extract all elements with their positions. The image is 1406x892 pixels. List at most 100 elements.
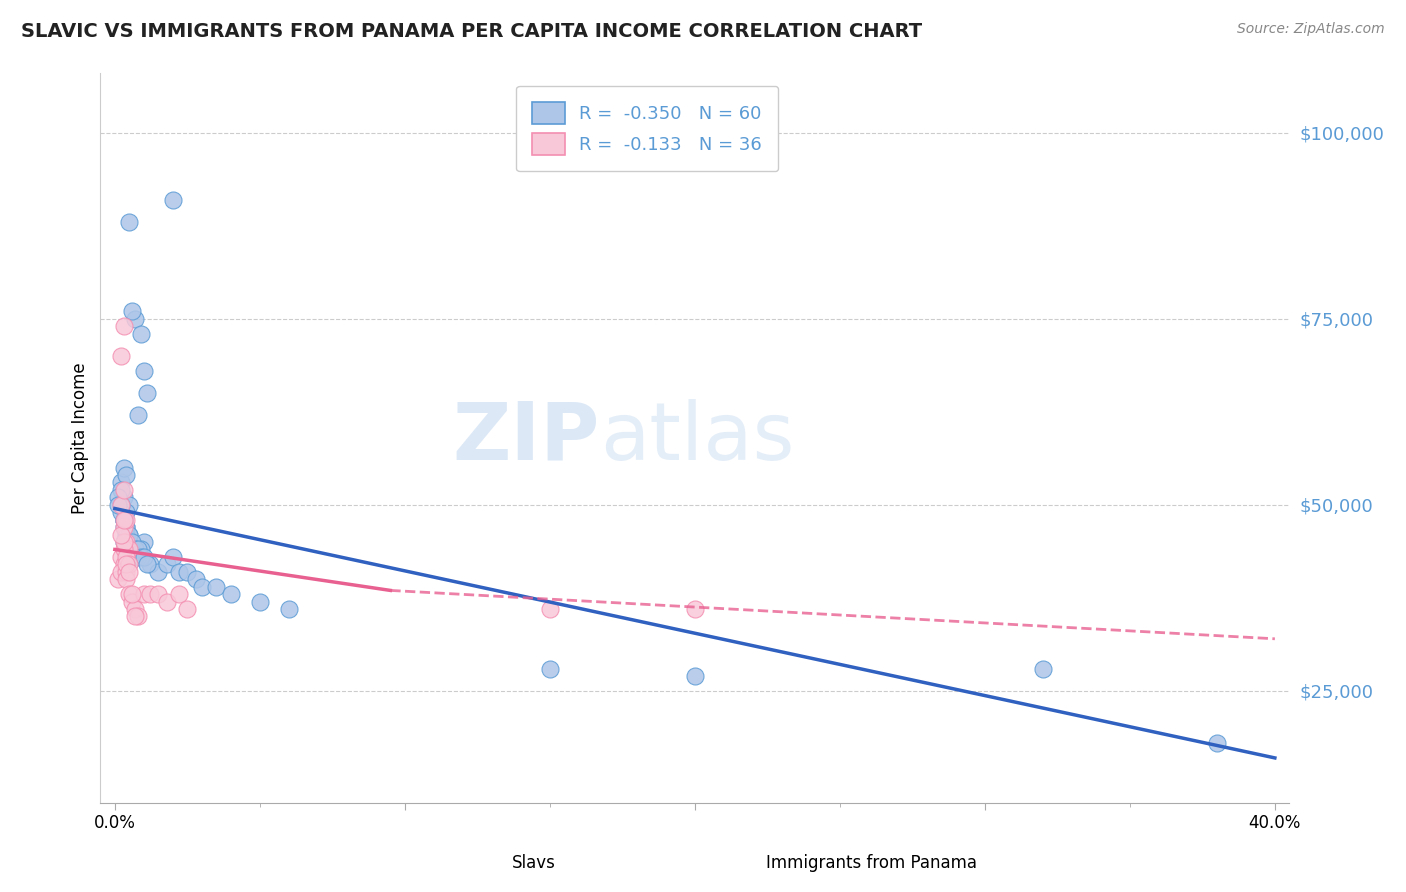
Point: [162, 549, 184, 564]
Point: [191, 580, 214, 594]
Point: [118, 587, 141, 601]
Point: [112, 520, 135, 534]
Point: [115, 505, 138, 519]
Point: [1032, 662, 1054, 676]
Point: [107, 491, 129, 505]
Point: [121, 542, 143, 557]
Point: [115, 527, 138, 541]
Point: [148, 587, 170, 601]
Point: [124, 542, 146, 557]
Point: [112, 535, 135, 549]
Point: [118, 565, 141, 579]
Point: [156, 594, 179, 608]
Point: [121, 304, 143, 318]
Point: [110, 475, 132, 490]
Point: [683, 602, 706, 616]
Point: [112, 513, 135, 527]
Point: [115, 520, 138, 534]
Point: [112, 483, 135, 497]
Point: [249, 594, 271, 608]
Point: [118, 558, 141, 572]
Point: [110, 549, 132, 564]
Point: [683, 669, 706, 683]
Point: [129, 542, 152, 557]
Point: [132, 535, 155, 549]
Point: [121, 594, 143, 608]
Point: [167, 565, 190, 579]
Point: [112, 513, 135, 527]
Point: [129, 549, 152, 564]
Point: [127, 609, 149, 624]
Point: [121, 549, 143, 564]
Point: [110, 349, 132, 363]
Text: atlas: atlas: [600, 399, 794, 477]
Point: [538, 602, 561, 616]
Point: [115, 549, 138, 564]
Point: [110, 498, 132, 512]
Point: [127, 549, 149, 564]
Point: [132, 587, 155, 601]
Text: Slavs: Slavs: [512, 855, 557, 872]
Point: [110, 565, 132, 579]
Point: [176, 602, 198, 616]
Point: [118, 542, 141, 557]
Point: [107, 572, 129, 586]
Point: [135, 386, 157, 401]
Point: [112, 513, 135, 527]
Point: [162, 193, 184, 207]
Point: [156, 558, 179, 572]
Point: [121, 535, 143, 549]
Point: [118, 498, 141, 512]
Point: [138, 558, 160, 572]
Point: [118, 527, 141, 541]
Point: [115, 535, 138, 549]
Point: [112, 520, 135, 534]
Point: [118, 527, 141, 541]
Point: [176, 565, 198, 579]
Point: [115, 513, 138, 527]
Point: [205, 580, 228, 594]
Point: [110, 527, 132, 541]
Point: [167, 587, 190, 601]
Point: [124, 542, 146, 557]
Point: [124, 609, 146, 624]
Point: [115, 542, 138, 557]
Point: [112, 491, 135, 505]
Point: [110, 505, 132, 519]
Point: [110, 498, 132, 512]
Point: [107, 498, 129, 512]
Point: [124, 602, 146, 616]
Point: [115, 558, 138, 572]
Point: [115, 520, 138, 534]
Point: [538, 662, 561, 676]
Point: [132, 549, 155, 564]
Point: [219, 587, 242, 601]
Point: [121, 587, 143, 601]
Point: [277, 602, 299, 616]
Point: [115, 572, 138, 586]
Point: [110, 483, 132, 497]
Y-axis label: Per Capita Income: Per Capita Income: [72, 362, 89, 514]
Point: [112, 460, 135, 475]
Point: [118, 549, 141, 564]
Point: [135, 558, 157, 572]
Legend: R =  -0.350   N = 60, R =  -0.133   N = 36: R = -0.350 N = 60, R = -0.133 N = 36: [516, 86, 779, 171]
Point: [118, 215, 141, 229]
Point: [129, 326, 152, 341]
Point: [148, 565, 170, 579]
Point: [112, 558, 135, 572]
Text: Immigrants from Panama: Immigrants from Panama: [766, 855, 977, 872]
Text: ZIP: ZIP: [453, 399, 600, 477]
Text: Source: ZipAtlas.com: Source: ZipAtlas.com: [1237, 22, 1385, 37]
Point: [184, 572, 207, 586]
Point: [112, 535, 135, 549]
Point: [127, 409, 149, 423]
Point: [138, 587, 160, 601]
Point: [115, 468, 138, 483]
Point: [1205, 736, 1227, 750]
Point: [115, 565, 138, 579]
Point: [112, 542, 135, 557]
Text: SLAVIC VS IMMIGRANTS FROM PANAMA PER CAPITA INCOME CORRELATION CHART: SLAVIC VS IMMIGRANTS FROM PANAMA PER CAP…: [21, 22, 922, 41]
Point: [118, 535, 141, 549]
Point: [127, 542, 149, 557]
